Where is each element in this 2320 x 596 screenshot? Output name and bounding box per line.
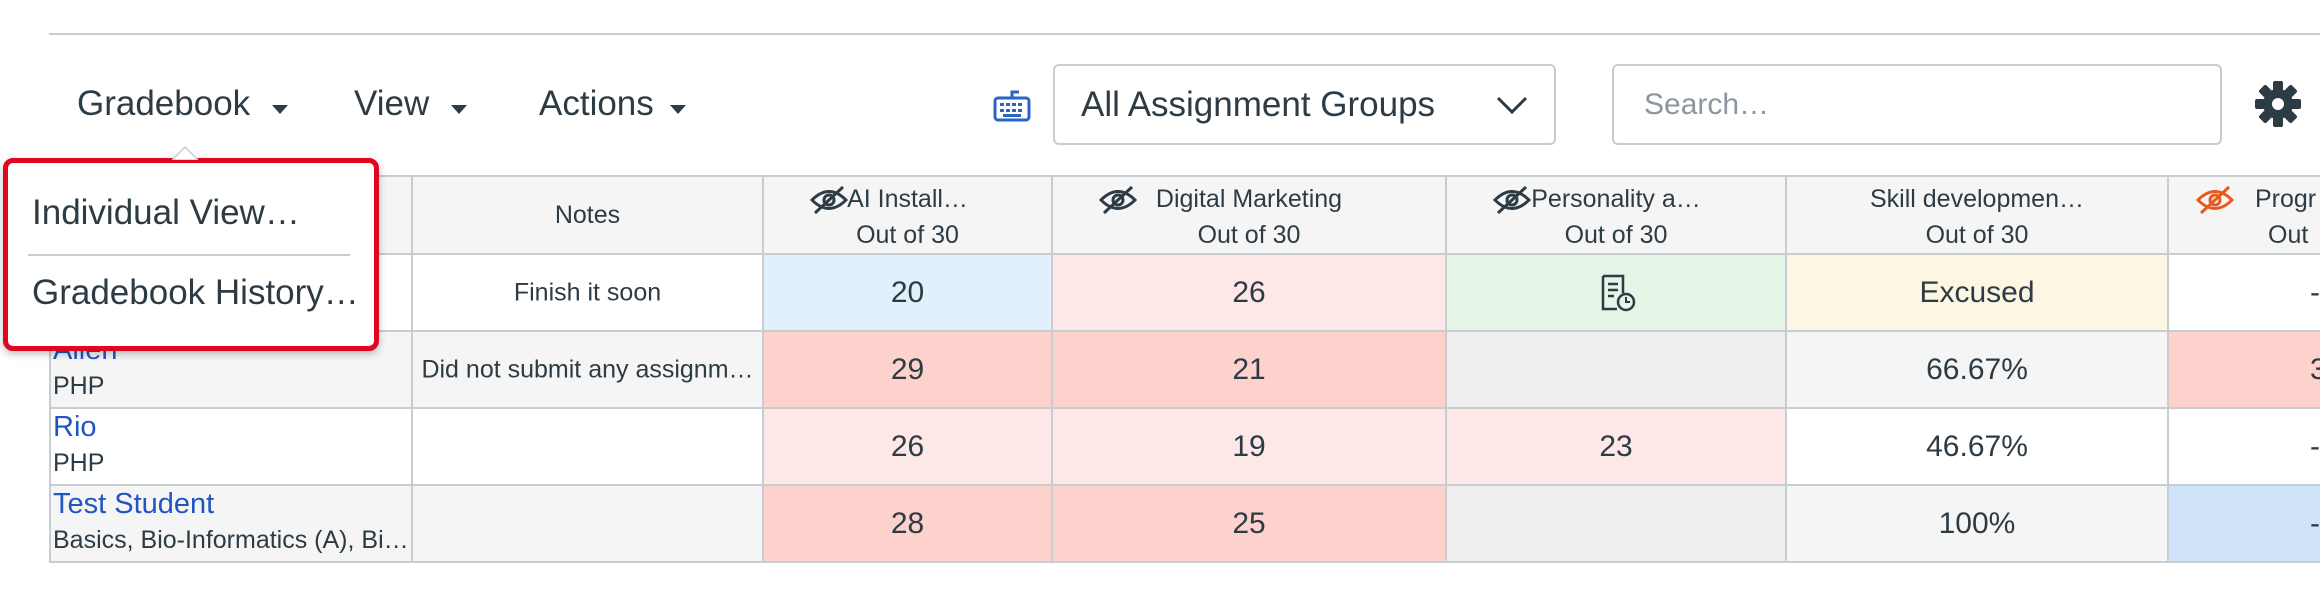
status-icon <box>1601 274 1636 312</box>
grade-cell: 66.67% <box>1787 332 2169 409</box>
student-section: PHP <box>53 372 105 400</box>
gradebook-dropdown: Individual View… Gradebook History… <box>3 158 379 351</box>
notes-cell <box>413 486 764 563</box>
grade-value: 23 <box>1599 429 1633 463</box>
grade-cell: 23 <box>1447 409 1787 486</box>
grade-cell: 46.67% <box>1787 409 2169 486</box>
hidden-icon <box>1098 185 1138 215</box>
grade-cell: 19 <box>1053 409 1447 486</box>
note-text: Did not submit any assignm… <box>421 355 754 383</box>
notes-cell: Did not submit any assignm… <box>413 332 764 409</box>
grade-value: 26 <box>890 429 925 463</box>
menu-label: View <box>354 84 430 123</box>
column-name: AI Install… <box>847 185 968 213</box>
hidden-icon <box>2195 185 2235 215</box>
grade-cell <box>1447 486 1787 563</box>
column-subtitle: Out of 30 <box>1197 221 1301 249</box>
student-cell: Rio PHP <box>49 409 413 486</box>
header-cell: AI Install… Out of 30 <box>764 175 1053 255</box>
header-cell: Skill developmen… Out of 30 <box>1787 175 2169 255</box>
grade-cell: - <box>2169 255 2320 332</box>
column-subtitle: Out <box>2268 221 2309 249</box>
view-menu[interactable]: View <box>354 80 467 128</box>
keyboard-shortcuts-icon[interactable] <box>993 88 1031 122</box>
grade-value: - <box>2310 429 2320 463</box>
grade-cell: 26 <box>764 409 1053 486</box>
grade-value: 26 <box>1232 275 1266 309</box>
menu-label: Actions <box>539 84 654 123</box>
settings-gear[interactable] <box>2254 80 2302 128</box>
grade-value: 19 <box>1232 429 1266 463</box>
grade-value: 29 <box>890 352 925 386</box>
top-rule <box>49 33 2320 35</box>
grade-cell <box>1447 332 1787 409</box>
grade-value: 28 <box>890 506 925 540</box>
grade-value: 66.67% <box>1926 352 2028 386</box>
hidden-icon <box>1492 185 1532 215</box>
grade-value: 25 <box>1232 506 1266 540</box>
header-cell: Digital Marketing Out of 30 <box>1053 175 1447 255</box>
menu-notch <box>172 146 198 160</box>
search-box[interactable]: Search… <box>1612 64 2222 145</box>
assignment-group-select[interactable]: All Assignment Groups <box>1053 64 1556 145</box>
grade-cell: 29 <box>764 332 1053 409</box>
column-subtitle: Out of 30 <box>1925 221 2029 249</box>
actions-menu[interactable]: Actions <box>539 80 686 128</box>
grade-cell: 20 <box>764 255 1053 332</box>
header-cell: Progr Out <box>2169 175 2320 255</box>
grade-value: 46.67% <box>1926 429 2028 463</box>
header-cell: Notes <box>413 175 764 255</box>
column-name: Progr <box>2255 185 2317 213</box>
column-subtitle: Out of 30 <box>856 221 959 249</box>
grade-value: - <box>2310 506 2320 540</box>
menu-label: Gradebook <box>77 84 251 123</box>
grade-value: 3 <box>2310 353 2320 387</box>
grade-cell: 3 <box>2169 332 2320 409</box>
column-name: Notes <box>554 201 621 229</box>
grade-cell: Excused <box>1787 255 2169 332</box>
menu-item[interactable]: Individual View… <box>32 193 300 232</box>
caret <box>669 105 686 114</box>
grade-value: 100% <box>1938 506 2016 540</box>
grade-cell <box>1447 255 1787 332</box>
grade-value: Excused <box>1919 275 2035 309</box>
caret <box>450 105 467 114</box>
caret <box>271 105 288 114</box>
grade-value: 21 <box>1232 352 1266 386</box>
search-placeholder: Search… <box>1644 88 1770 121</box>
menu-separator <box>28 254 350 256</box>
grade-value: 20 <box>890 275 925 309</box>
student-cell: Test Student Basics, Bio-Informatics (A),… <box>49 486 413 563</box>
header-cell: Personality a… Out of 30 <box>1447 175 1787 255</box>
column-name: Skill developmen… <box>1870 185 2084 213</box>
select-value: All Assignment Groups <box>1081 85 1436 124</box>
gradebook-menu[interactable]: Gradebook <box>77 80 288 128</box>
note-text: Finish it soon <box>513 278 662 306</box>
hidden-icon <box>809 185 849 215</box>
student-section: PHP <box>53 449 105 477</box>
column-name: Digital Marketing <box>1155 185 1343 213</box>
grade-value: - <box>2310 275 2320 309</box>
menu-item[interactable]: Gradebook History… <box>32 273 359 312</box>
grade-cell: - <box>2169 409 2320 486</box>
grade-cell: 21 <box>1053 332 1447 409</box>
grade-cell: - <box>2169 486 2320 563</box>
student-name[interactable]: Test Student <box>53 488 215 520</box>
student-name[interactable]: Rio <box>53 411 97 443</box>
column-name: Personality a… <box>1531 185 1701 213</box>
notes-cell <box>413 409 764 486</box>
grade-cell: 25 <box>1053 486 1447 563</box>
notes-cell: Finish it soon <box>413 255 764 332</box>
grade-cell: 28 <box>764 486 1053 563</box>
chevron <box>1496 96 1528 115</box>
grade-cell: 100% <box>1787 486 2169 563</box>
column-subtitle: Out of 30 <box>1564 221 1668 249</box>
grade-cell: 26 <box>1053 255 1447 332</box>
student-section: Basics, Bio-Informatics (A), Bi… <box>53 526 409 554</box>
